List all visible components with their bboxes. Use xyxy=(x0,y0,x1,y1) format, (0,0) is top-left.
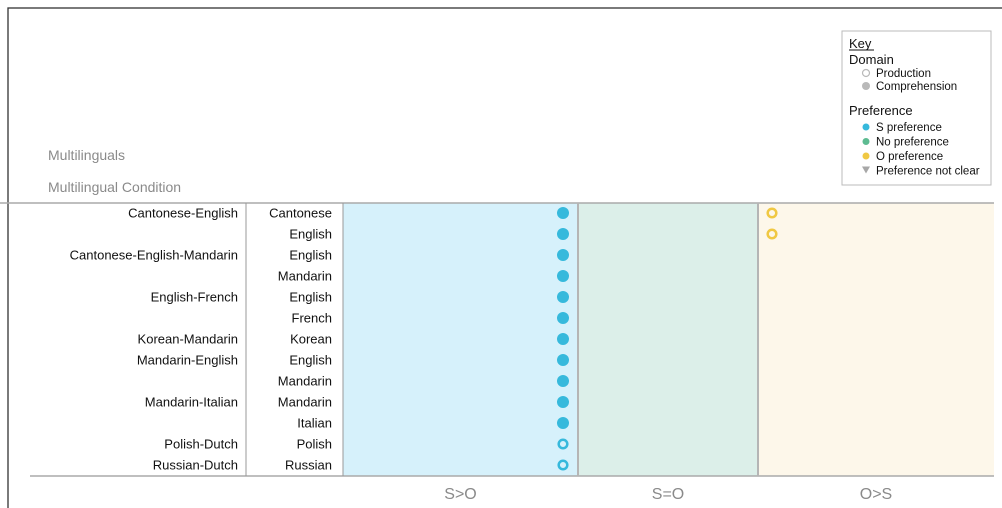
legend-domain-marker-1 xyxy=(862,82,870,90)
data-point-1 xyxy=(557,228,569,240)
row-header: Multilingual Condition xyxy=(48,179,181,195)
language-label-7: English xyxy=(289,353,332,368)
legend-preference-title: Preference xyxy=(849,103,913,118)
condition-label-12: Russian-Dutch xyxy=(153,458,238,473)
language-label-3: Mandarin xyxy=(278,269,332,284)
condition-label-6: Korean-Mandarin xyxy=(138,332,238,347)
outer-frame xyxy=(7,7,1002,508)
language-label-11: Polish xyxy=(297,437,332,452)
data-point-7 xyxy=(557,354,569,366)
x-category-label-2: O>S xyxy=(860,486,892,503)
data-point-6 xyxy=(557,333,569,345)
language-label-2: English xyxy=(289,248,332,263)
legend-preference-marker-0 xyxy=(862,123,870,131)
legend-preference-marker-1 xyxy=(862,138,870,145)
legend-title: Key xyxy=(849,36,872,51)
data-point-10 xyxy=(557,417,569,429)
condition-label-0: Cantonese-English xyxy=(128,206,238,221)
legend-domain-title: Domain xyxy=(849,52,894,67)
language-label-9: Mandarin xyxy=(278,395,332,410)
condition-label-9: Mandarin-Italian xyxy=(145,395,238,410)
extra-point-1 xyxy=(766,228,778,240)
legend-preference-label-1: No preference xyxy=(876,137,949,149)
data-point-8 xyxy=(557,375,569,387)
legend-preference-label-3: Preference not clear xyxy=(876,166,980,178)
language-label-12: Russian xyxy=(285,458,332,473)
data-point-0 xyxy=(557,207,569,219)
condition-label-2: Cantonese-English-Mandarin xyxy=(70,248,238,263)
legend-preference-marker-3 xyxy=(862,166,870,174)
legend-preference-label-2: O preference xyxy=(876,151,943,163)
condition-label-4: English-French xyxy=(151,290,238,305)
x-category-label-1: S=O xyxy=(652,486,684,503)
data-point-3 xyxy=(557,270,569,282)
condition-label-11: Polish-Dutch xyxy=(164,437,238,452)
region-0 xyxy=(343,203,578,476)
data-point-4 xyxy=(557,291,569,303)
legend-domain-marker-0 xyxy=(861,68,871,78)
language-label-6: Korean xyxy=(290,332,332,347)
region-1 xyxy=(578,203,758,476)
x-category-label-0: S>O xyxy=(444,486,476,503)
chart-title: Multilinguals xyxy=(48,147,125,163)
legend-preference-marker-2 xyxy=(862,152,870,160)
extra-point-0 xyxy=(766,207,778,219)
data-point-5 xyxy=(557,312,569,324)
region-2 xyxy=(758,203,994,476)
data-point-9 xyxy=(557,396,569,408)
data-point-12 xyxy=(557,459,569,471)
language-label-5: French xyxy=(292,311,332,326)
legend-preference-label-0: S preference xyxy=(876,122,942,134)
data-point-11 xyxy=(557,438,569,450)
language-label-4: English xyxy=(289,290,332,305)
language-label-1: English xyxy=(289,227,332,242)
language-label-8: Mandarin xyxy=(278,374,332,389)
language-label-10: Italian xyxy=(297,416,332,431)
legend-domain-label-0: Production xyxy=(876,68,931,80)
legend-domain-label-1: Comprehension xyxy=(876,81,957,93)
condition-label-7: Mandarin-English xyxy=(137,353,238,368)
language-label-0: Cantonese xyxy=(269,206,332,221)
data-point-2 xyxy=(557,249,569,261)
